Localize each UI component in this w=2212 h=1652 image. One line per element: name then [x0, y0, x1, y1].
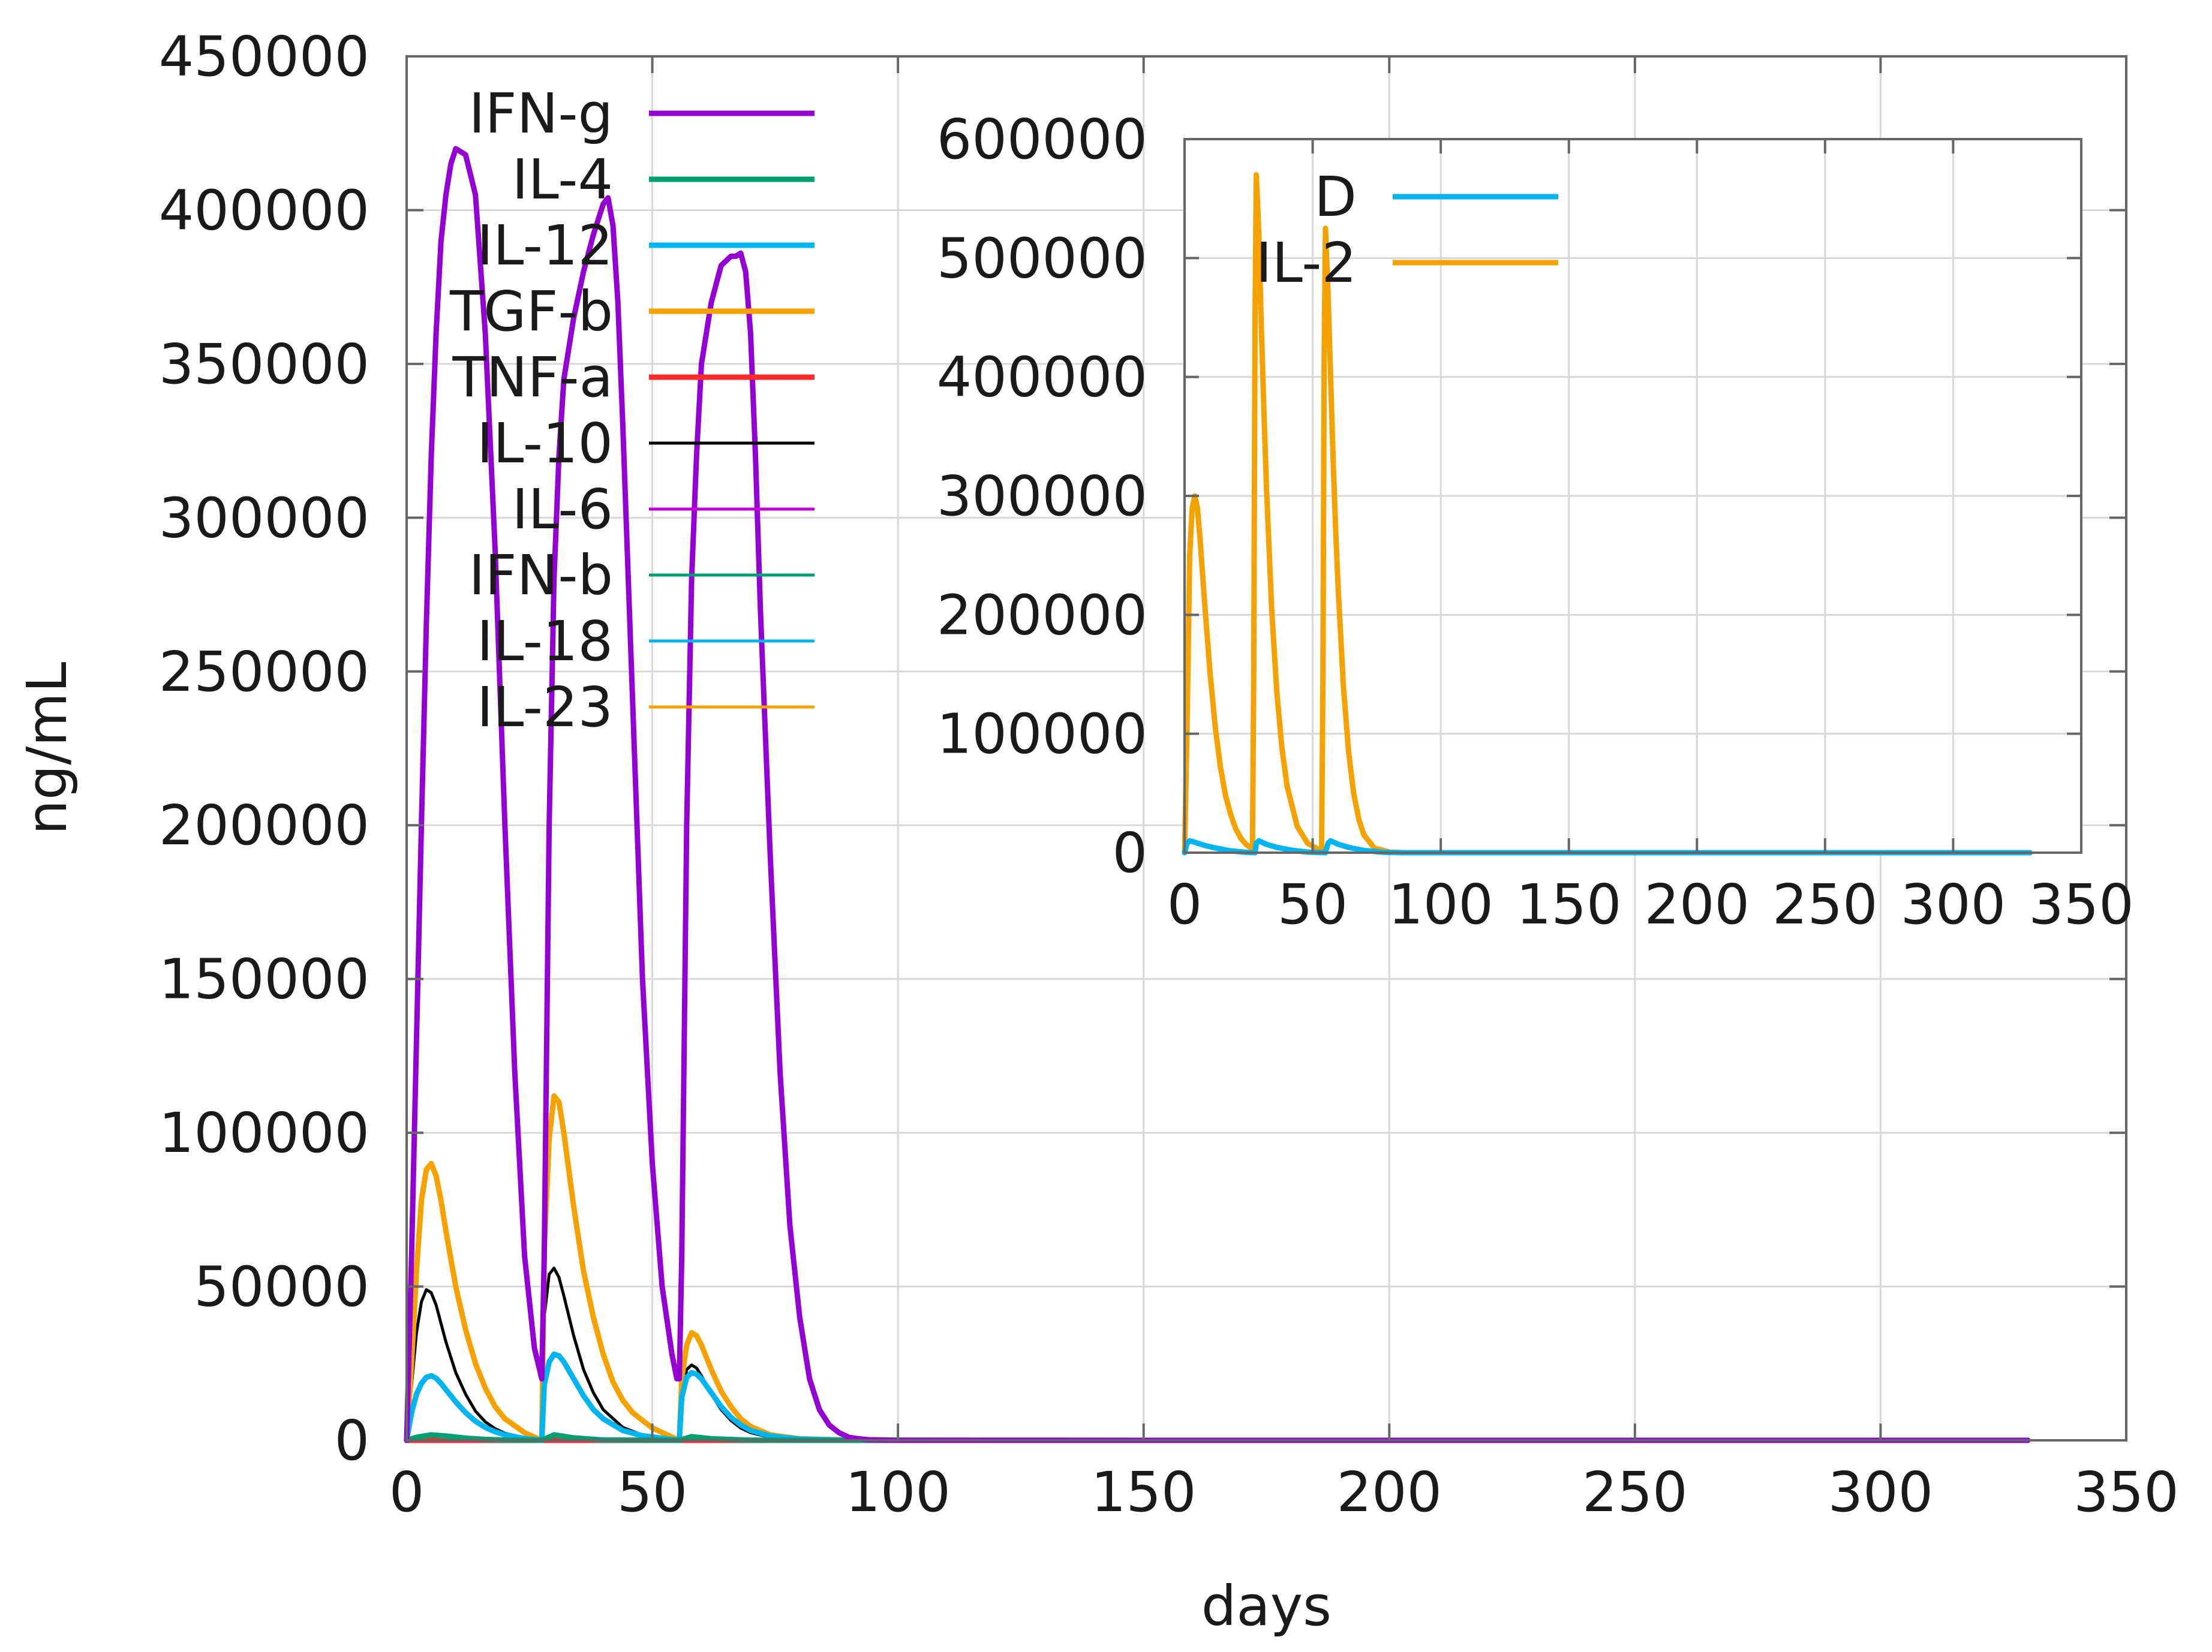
inset-y-tick-labels: 0 100000 200000 300000 400000 500000 600000	[937, 107, 1147, 885]
y-axis-label: ng/mL	[15, 662, 79, 835]
legend-item-ifn-b: IFN-b	[469, 543, 815, 607]
legend-label: TGF-b	[449, 279, 613, 344]
legend-label: TNF-a	[452, 345, 613, 410]
inset-x-tick-label: 150	[1516, 872, 1622, 937]
inset-x-tick-labels: 0 50 100 150 200 250 300 350	[1167, 872, 2134, 937]
main-x-tick-label: 0	[389, 1460, 425, 1524]
main-ticks	[405, 55, 2127, 1442]
legend-label: IL-2	[1255, 231, 1357, 295]
legend-item-tgf-b: TGF-b	[449, 279, 815, 344]
inset-y-tick-label: 600000	[937, 107, 1147, 171]
legend-item-il-23: IL-23	[477, 675, 815, 739]
legend-label: IFN-b	[469, 543, 613, 607]
inset-y-tick-label: 400000	[937, 345, 1147, 410]
inset-x-tick-label: 200	[1644, 872, 1750, 937]
series-line-d	[1182, 838, 2033, 856]
inset-y-tick-label: 200000	[937, 583, 1147, 647]
legend-label: D	[1314, 165, 1357, 229]
main-y-tick-label: 0	[334, 1409, 369, 1473]
main-x-tick-label: 100	[845, 1460, 951, 1524]
main-y-tick-label: 300000	[159, 486, 369, 550]
inset-y-tick-label: 0	[1112, 821, 1147, 885]
legend-item-il-6: IL-6	[512, 477, 815, 541]
series-line-ifn-g	[404, 146, 2031, 1443]
main-x-tick-label: 350	[2073, 1460, 2179, 1524]
legend-label: IL-6	[512, 477, 613, 541]
legend-item-il-2: IL-2	[1255, 231, 1558, 295]
main-x-tick-labels: 0 50 100 150 200 250 300 350	[389, 1460, 2179, 1524]
main-chart: 0500001000001500002000002500003000003500…	[15, 25, 2179, 1638]
inset-legend: DIL-2	[1255, 165, 1558, 295]
inset-x-tick-label: 0	[1167, 872, 1203, 937]
series-line-il-2	[1182, 172, 2033, 856]
main-y-tick-label: 350000	[159, 332, 369, 396]
main-y-tick-label: 100000	[159, 1101, 369, 1165]
inset-y-tick-label: 500000	[937, 226, 1147, 290]
main-y-tick-label: 400000	[159, 178, 369, 242]
legend-item-il-18: IL-18	[477, 609, 815, 673]
inset-x-tick-label: 100	[1388, 872, 1493, 937]
inset-y-tick-label: 300000	[937, 464, 1147, 528]
main-y-tick-label: 150000	[159, 947, 369, 1012]
x-axis-label: days	[1201, 1574, 1332, 1638]
inset-ticks	[1183, 138, 2082, 854]
legend-item-il-12: IL-12	[477, 213, 815, 278]
series-line-il-12	[404, 1351, 2031, 1443]
legend-item-il-10: IL-10	[477, 411, 815, 476]
legend-item-d: D	[1314, 165, 1558, 229]
legend-label: IL-4	[512, 148, 613, 212]
main-plot-frame	[405, 55, 2127, 1442]
main-y-tick-label: 450000	[159, 25, 369, 89]
main-y-tick-label: 200000	[159, 793, 369, 857]
inset-plot-area	[1182, 172, 2033, 856]
inset-x-tick-label: 50	[1278, 872, 1348, 937]
main-y-tick-label: 250000	[159, 640, 369, 704]
main-x-tick-label: 300	[1828, 1460, 1934, 1524]
inset-gridlines	[1185, 139, 2081, 853]
main-x-tick-label: 150	[1091, 1460, 1197, 1524]
inset-chart: 0 100000 200000 300000 400000 500000 600000 0 5…	[937, 107, 2134, 937]
main-y-tick-label: 50000	[194, 1255, 369, 1319]
legend-item-il-4: IL-4	[512, 148, 815, 212]
series-line-tgf-b	[404, 1093, 2031, 1443]
inset-x-tick-label: 350	[2028, 872, 2134, 937]
main-x-tick-label: 250	[1582, 1460, 1688, 1524]
inset-y-tick-label: 100000	[937, 702, 1147, 766]
inset-x-tick-label: 300	[1901, 872, 2006, 937]
main-x-tick-label: 50	[617, 1460, 687, 1524]
legend-item-tnf-a: TNF-a	[452, 345, 815, 410]
legend-label: IL-18	[477, 609, 613, 673]
main-x-tick-label: 200	[1336, 1460, 1442, 1524]
main-y-tick-labels: 0 50000 100000 150000 200000 250000 300000 3500…	[159, 25, 369, 1473]
legend-item-ifn-g: IFN-g	[469, 82, 815, 146]
legend-label: IL-23	[477, 675, 613, 739]
main-legend: IFN-gIL-4IL-12TGF-bTNF-aIL-10IL-6IFN-bIL…	[449, 82, 815, 739]
inset-x-tick-label: 250	[1772, 872, 1878, 937]
legend-label: IFN-g	[469, 82, 613, 146]
legend-label: IL-12	[477, 213, 613, 278]
legend-label: IL-10	[477, 411, 613, 476]
